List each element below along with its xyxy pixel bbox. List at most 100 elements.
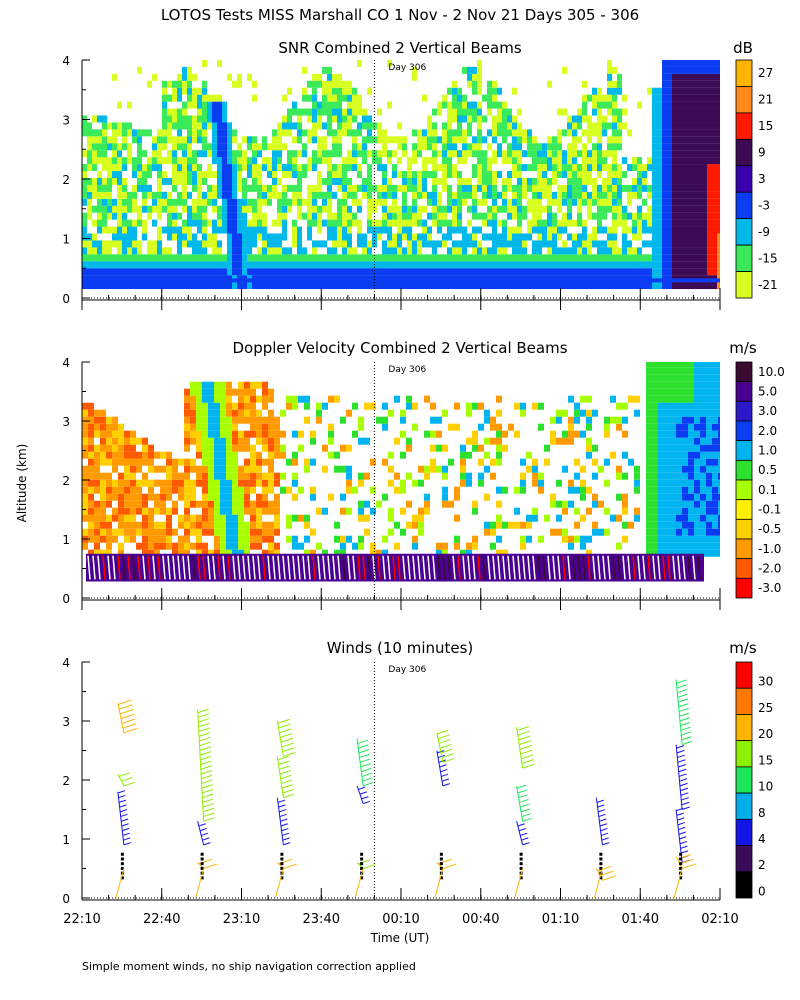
snr-cell: [472, 164, 477, 172]
velocity-cell: [478, 402, 484, 410]
snr-cell: [702, 136, 707, 144]
velocity-cell: [694, 416, 700, 424]
snr-cell: [702, 164, 707, 172]
snr-cell: [177, 171, 182, 179]
snr-cell: [107, 164, 112, 172]
velocity-cell: [334, 521, 340, 529]
snr-cell: [432, 254, 437, 262]
velocity-cell: [706, 381, 712, 389]
velocity-cell: [160, 521, 166, 529]
snr-cell: [682, 115, 687, 123]
velocity-cell: [94, 549, 100, 557]
wind-calm-mark: [599, 852, 603, 856]
snr-cell: [347, 205, 352, 213]
snr-cell: [397, 268, 402, 276]
wind-barb: [681, 863, 696, 869]
snr-cell: [82, 115, 87, 123]
snr-cell: [102, 205, 107, 213]
snr-panel: SNR Combined 2 Vertical Beams dB Day 306…: [62, 39, 778, 310]
velocity-cell: [676, 374, 682, 382]
velocity-cell: [556, 416, 562, 424]
velocity-cell: [286, 402, 292, 410]
colorbar-label: -15: [758, 251, 778, 265]
snr-cell: [182, 198, 187, 206]
y-axis-label: Altitude (km): [15, 444, 29, 523]
snr-cell: [677, 191, 682, 199]
velocity-cell: [586, 451, 592, 459]
snr-cell: [582, 233, 587, 241]
velocity-clutter-mark: [97, 555, 101, 580]
velocity-cell: [526, 465, 532, 473]
velocity-cell: [676, 507, 682, 515]
snr-cell: [552, 191, 557, 199]
velocity-cell: [304, 521, 310, 529]
snr-cell: [267, 261, 272, 269]
velocity-cell: [646, 395, 652, 403]
velocity-cell: [490, 437, 496, 445]
velocity-cell: [268, 416, 274, 424]
velocity-cell: [694, 514, 700, 522]
velocity-cell: [106, 451, 112, 459]
snr-cell: [457, 198, 462, 206]
wind-barb: [520, 832, 528, 836]
snr-cell: [542, 261, 547, 269]
snr-cell: [447, 150, 452, 158]
velocity-cell: [694, 507, 700, 515]
snr-cell: [352, 157, 357, 165]
velocity-cell: [106, 416, 112, 424]
velocity-cell: [610, 395, 616, 403]
snr-cell: [122, 177, 127, 185]
snr-cell: [702, 254, 707, 262]
snr-cell: [252, 282, 257, 290]
colorbar-label: 27: [758, 66, 773, 80]
velocity-cell: [694, 388, 700, 396]
velocity-cell: [190, 500, 196, 508]
snr-cell: [142, 171, 147, 179]
snr-cell: [172, 115, 177, 123]
wind-calm-mark: [360, 852, 364, 856]
velocity-clutter-mark: [277, 555, 281, 580]
snr-cell: [332, 115, 337, 123]
snr-cell: [652, 226, 657, 234]
colorbar-swatch: [735, 459, 753, 481]
snr-cell: [132, 226, 137, 234]
velocity-cell: [292, 472, 298, 480]
colorbar-label: -3: [758, 198, 770, 212]
velocity-clutter-mark: [357, 555, 361, 580]
wind-barb: [518, 735, 531, 741]
snr-cell: [507, 184, 512, 192]
velocity-cell: [580, 542, 586, 550]
snr-cell: [297, 136, 302, 144]
velocity-cell: [502, 444, 508, 452]
snr-cell: [317, 143, 322, 151]
velocity-cell: [394, 437, 400, 445]
snr-cell: [662, 240, 667, 248]
velocity-cell: [412, 535, 418, 543]
velocity-cell: [694, 437, 700, 445]
snr-cell: [527, 282, 532, 290]
velocity-cell: [556, 479, 562, 487]
snr-cell: [232, 212, 237, 220]
snr-cell: [342, 122, 347, 130]
snr-cell: [447, 261, 452, 269]
velocity-cell: [160, 493, 166, 501]
snr-cell: [402, 282, 407, 290]
snr-cell: [332, 191, 337, 199]
snr-cell: [122, 157, 127, 165]
snr-cell: [197, 101, 202, 109]
wind-barb: [597, 804, 605, 808]
snr-cell: [632, 184, 637, 192]
snr-cell: [712, 94, 717, 102]
snr-cell: [297, 247, 302, 255]
snr-cell: [147, 171, 152, 179]
snr-cell: [492, 191, 497, 199]
x-tick-label: 23:40: [303, 912, 340, 927]
wind-barb: [681, 806, 690, 810]
snr-cell: [262, 143, 267, 151]
velocity-cell: [250, 528, 256, 536]
snr-cell: [377, 184, 382, 192]
snr-cell: [532, 191, 537, 199]
snr-cell: [157, 261, 162, 269]
colorbar-label: 8: [758, 806, 766, 820]
snr-cell: [162, 87, 167, 95]
